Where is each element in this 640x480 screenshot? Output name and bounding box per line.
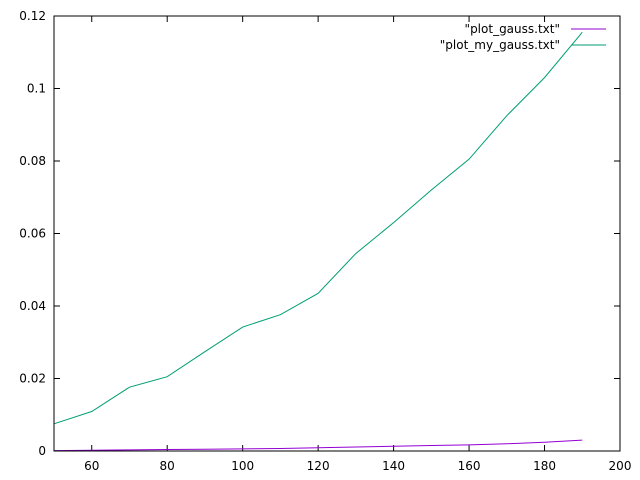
x-tick-label: 100 — [231, 459, 254, 473]
y-tick-label: 0.02 — [19, 372, 46, 386]
y-tick-label: 0.12 — [19, 9, 46, 23]
series-lines — [53, 31, 583, 452]
x-tick-label: 60 — [84, 459, 99, 473]
y-tick-label: 0 — [38, 444, 46, 458]
x-tick-label: 140 — [382, 459, 405, 473]
x-tick-label: 120 — [307, 459, 330, 473]
y-tick-label: 0.1 — [27, 82, 46, 96]
legend: "plot_gauss.txt" "plot_my_gauss.txt" — [440, 22, 606, 52]
x-tick-label: 160 — [458, 459, 481, 473]
series-line-1 — [53, 31, 583, 425]
legend-label-1: "plot_my_gauss.txt" — [440, 38, 560, 52]
series-line-0 — [53, 439, 583, 452]
x-tick-label: 80 — [160, 459, 175, 473]
axis-ticks: 0 0.02 0.04 0.06 0.08 0.1 0.12 60 80 100 120 140 160… — [19, 9, 631, 473]
y-tick-label: 0.04 — [19, 299, 46, 313]
y-tick-label: 0.08 — [19, 154, 46, 168]
x-tick-label: 180 — [533, 459, 556, 473]
plot-frame — [53, 15, 621, 452]
x-tick-label: 200 — [609, 459, 632, 473]
legend-label-0: "plot_gauss.txt" — [465, 22, 560, 36]
y-tick-label: 0.06 — [19, 227, 46, 241]
